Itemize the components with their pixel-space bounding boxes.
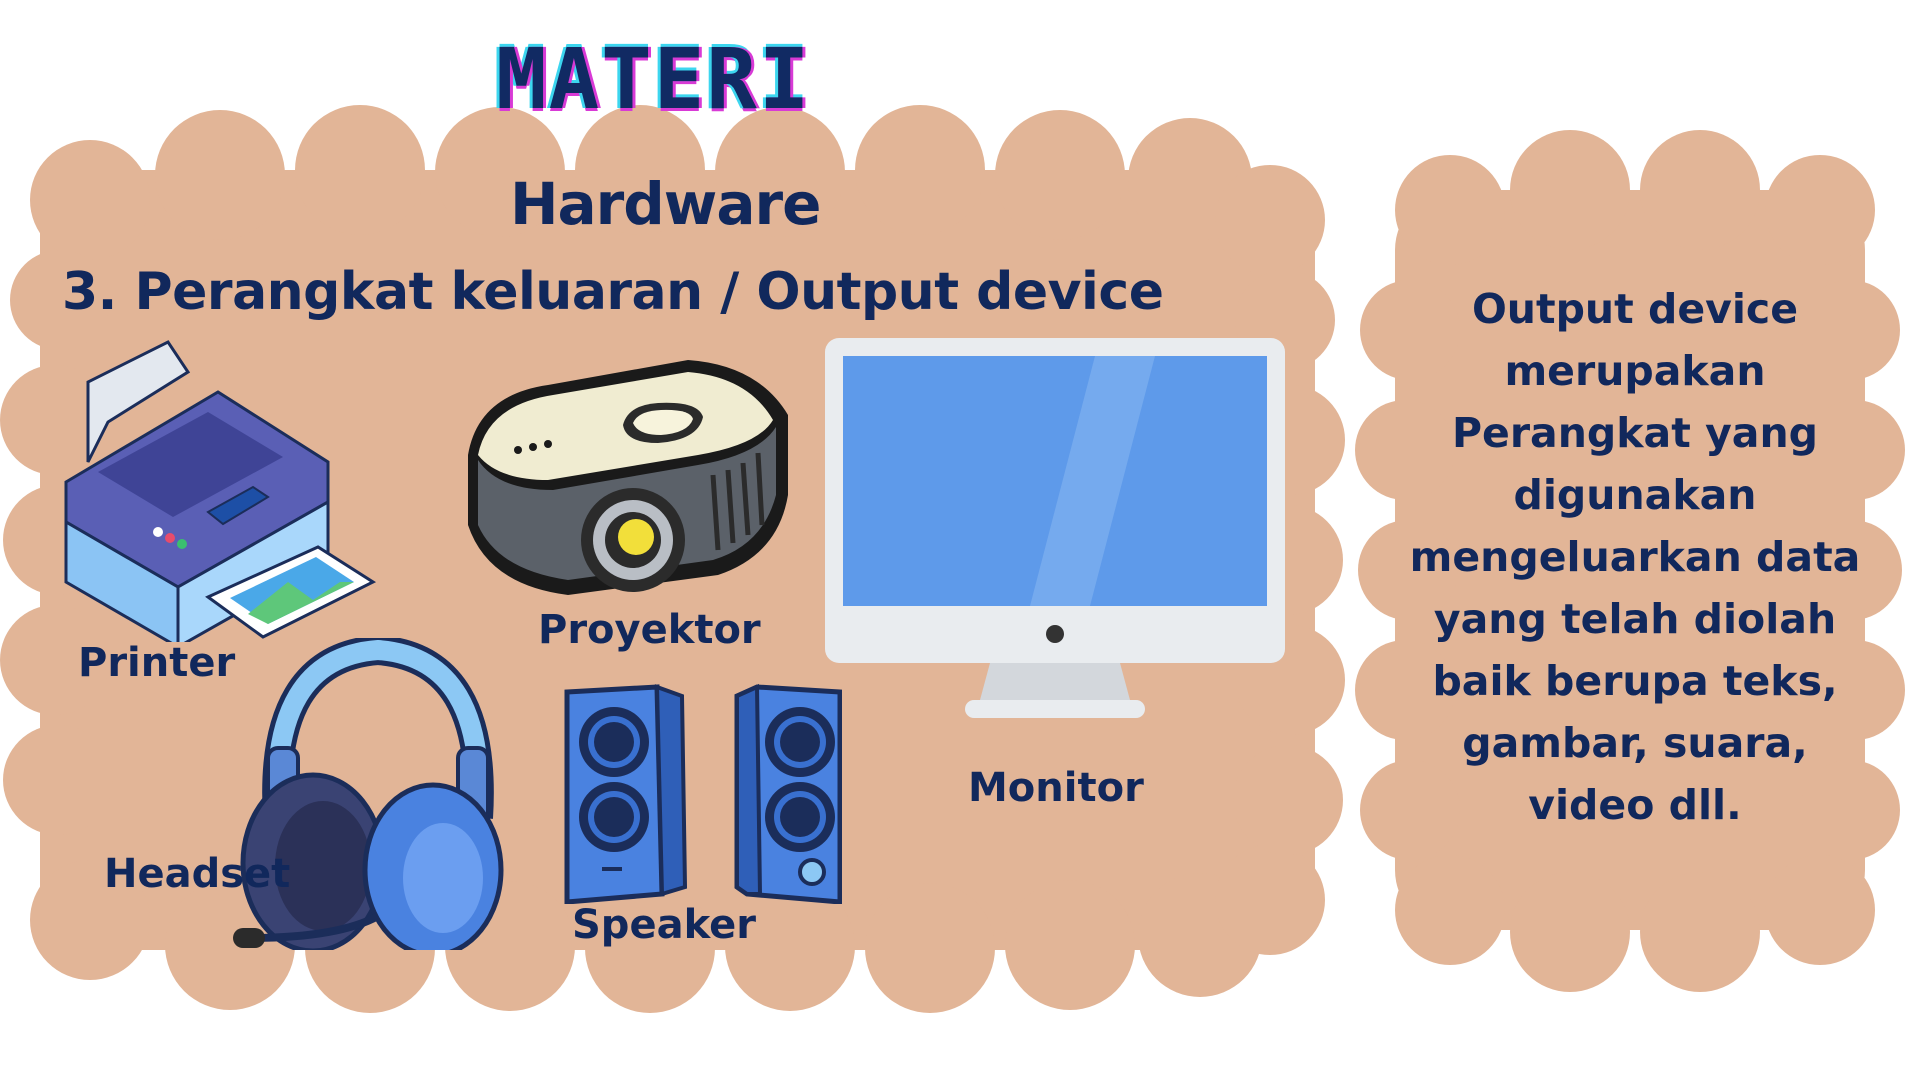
definition-text: Output device merupakan Perangkat yang d… (1409, 285, 1861, 829)
speaker-icon (564, 683, 842, 904)
headset-icon (233, 638, 504, 950)
section-subheading: 3. Perangkat keluaran / Output device (62, 262, 1164, 322)
section-heading: Hardware (510, 170, 821, 238)
monitor-icon (825, 338, 1285, 718)
device-label-monitor: Monitor (968, 765, 1144, 811)
device-label-headset: Headset (104, 851, 291, 897)
device-label-speaker: Speaker (572, 902, 756, 948)
page-title: MATERI (496, 30, 812, 128)
device-label-projector: Proyektor (538, 607, 761, 653)
device-label-printer: Printer (78, 640, 236, 686)
printer-icon (64, 340, 377, 642)
projector-icon (468, 360, 788, 595)
